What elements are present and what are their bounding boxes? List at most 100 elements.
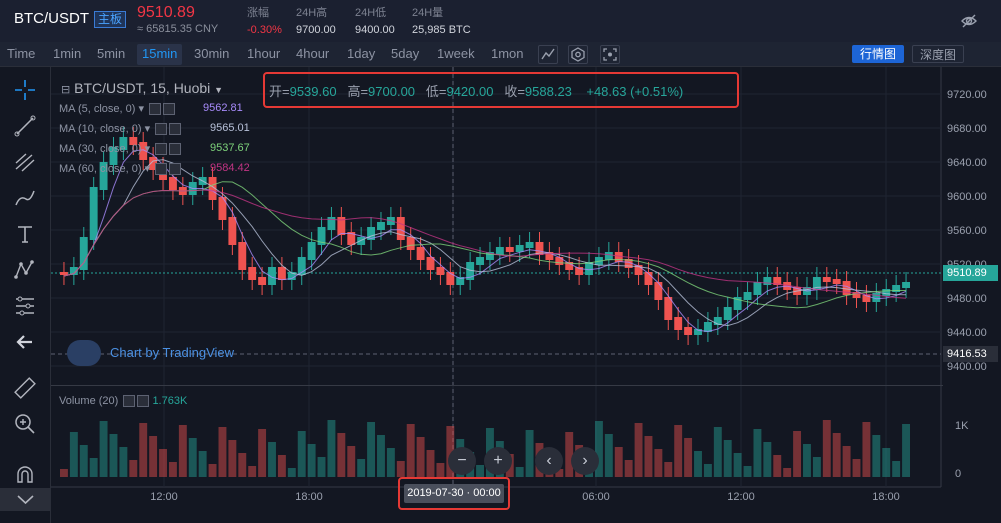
depth-chart-button[interactable]: 深度图 [912, 45, 964, 63]
close-icon[interactable] [169, 143, 182, 156]
ruler-icon[interactable] [12, 375, 38, 401]
brush-icon[interactable] [12, 185, 38, 211]
volume-legend[interactable]: Volume (20) 1.763K [59, 395, 188, 408]
scroll-tools-down[interactable] [0, 488, 51, 511]
candle [60, 272, 68, 275]
timeframe-toolbar: Time 1min 5min 15min 30min 1hour 4hour 1… [0, 42, 1001, 67]
close-icon[interactable] [169, 163, 182, 176]
candle [505, 247, 514, 252]
pitchfork-icon[interactable] [12, 149, 38, 175]
close-icon[interactable] [137, 395, 150, 408]
volume-bar [476, 465, 484, 477]
cny-price: ≈ 65815.35 CNY [137, 23, 219, 35]
price-axis-label: 9640.00 [947, 157, 987, 169]
watermark[interactable]: Chart by TradingView [110, 345, 235, 360]
volume-bar [654, 449, 663, 477]
ma10-value: 9565.01 [210, 122, 250, 134]
volume-bar [218, 427, 227, 477]
tf-5min[interactable]: 5min [97, 46, 126, 61]
volume-bar [753, 429, 762, 477]
tf-4hour[interactable]: 4hour [296, 46, 330, 61]
candle [287, 272, 296, 280]
tf-1week[interactable]: 1week [437, 46, 475, 61]
volume-bar [426, 450, 435, 477]
volume-bar [139, 423, 148, 477]
zoom-in-icon[interactable] [12, 411, 38, 437]
volume-bar [109, 434, 118, 477]
candle [743, 292, 752, 300]
screenshot-icon[interactable] [600, 45, 620, 64]
candle [347, 232, 356, 245]
volume-bar [674, 425, 683, 477]
chevron-down-icon[interactable]: ▼ [214, 85, 224, 95]
indicator-icon[interactable] [538, 45, 558, 64]
tf-5day[interactable]: 5day [391, 46, 420, 61]
candle [684, 327, 693, 335]
candle [406, 237, 415, 250]
candlestick-chart[interactable]: 9720.009680.009640.009600.009560.009520.… [51, 67, 1001, 523]
tf-15min[interactable]: 15min [142, 46, 178, 61]
zoom-out-button[interactable]: − [448, 447, 476, 475]
close-icon[interactable] [163, 103, 176, 116]
volume-bar [99, 421, 108, 477]
candle [139, 142, 148, 160]
collapse-icon[interactable]: ⊟ [61, 84, 71, 96]
zoom-in-button[interactable]: + [484, 447, 512, 475]
ma60-legend[interactable]: MA (60, close, 0) ▾ [59, 162, 182, 176]
volume-bar [525, 430, 534, 477]
prediction-tool-icon[interactable] [12, 293, 38, 319]
candle [79, 237, 88, 270]
symbol-legend[interactable]: ⊟ BTC/USDT, 15, Huobi ▼ [61, 80, 224, 96]
volume-bar [644, 436, 653, 477]
candle [268, 267, 276, 285]
candle [892, 285, 901, 292]
ma30-legend[interactable]: MA (30, close, 0) ▾ [59, 142, 182, 156]
magnet-icon[interactable] [12, 462, 38, 488]
close-icon[interactable] [169, 123, 182, 136]
volume-bar [733, 453, 742, 477]
candle [882, 289, 891, 296]
candle [634, 265, 643, 275]
candle [703, 322, 712, 332]
trend-line-icon[interactable] [12, 113, 38, 139]
text-tool-icon[interactable] [12, 221, 38, 247]
settings-icon[interactable] [155, 143, 168, 156]
ma5-value: 9562.81 [203, 102, 243, 114]
volume-bar [555, 469, 564, 477]
candle [129, 137, 138, 145]
candle [674, 317, 683, 330]
chart-area[interactable]: 9720.009680.009640.009600.009560.009520.… [51, 67, 1001, 523]
tf-1hour[interactable]: 1hour [247, 46, 281, 61]
tf-1mon[interactable]: 1mon [491, 46, 524, 61]
ma10-legend[interactable]: MA (10, close, 0) ▾ [59, 122, 182, 136]
ma5-legend[interactable]: MA (5, close, 0) ▾ [59, 102, 176, 116]
candle [545, 252, 554, 260]
tf-1min[interactable]: 1min [53, 46, 82, 61]
candle [842, 281, 851, 295]
pair-title[interactable]: BTC/USDT [14, 10, 89, 27]
market-chart-button[interactable]: 行情图 [852, 45, 904, 63]
pane-separator[interactable] [51, 385, 943, 386]
scroll-left-button[interactable]: ‹ [535, 447, 563, 475]
pattern-tool-icon[interactable] [12, 257, 38, 283]
scroll-right-button[interactable]: › [571, 447, 599, 475]
volume-bar [317, 457, 326, 477]
settings-gear-icon[interactable] [568, 45, 588, 64]
hide-icon[interactable] [960, 12, 978, 30]
settings-icon[interactable] [149, 103, 162, 116]
time-axis-label: 12:00 [727, 491, 755, 503]
tf-time[interactable]: Time [7, 46, 36, 61]
main-board-badge: 主板 [94, 11, 127, 28]
candle [654, 282, 663, 300]
crosshair-icon[interactable] [12, 77, 38, 103]
settings-icon[interactable] [123, 395, 136, 408]
tf-1day[interactable]: 1day [347, 46, 376, 61]
active-timeframe-bg [137, 44, 182, 65]
tf-30min[interactable]: 30min [194, 46, 230, 61]
volume-bar [812, 457, 821, 477]
candle [664, 297, 673, 320]
volume-axis-label: 1K [955, 420, 969, 432]
settings-icon[interactable] [155, 123, 168, 136]
settings-icon[interactable] [155, 163, 168, 176]
arrow-left-icon[interactable] [12, 329, 38, 355]
